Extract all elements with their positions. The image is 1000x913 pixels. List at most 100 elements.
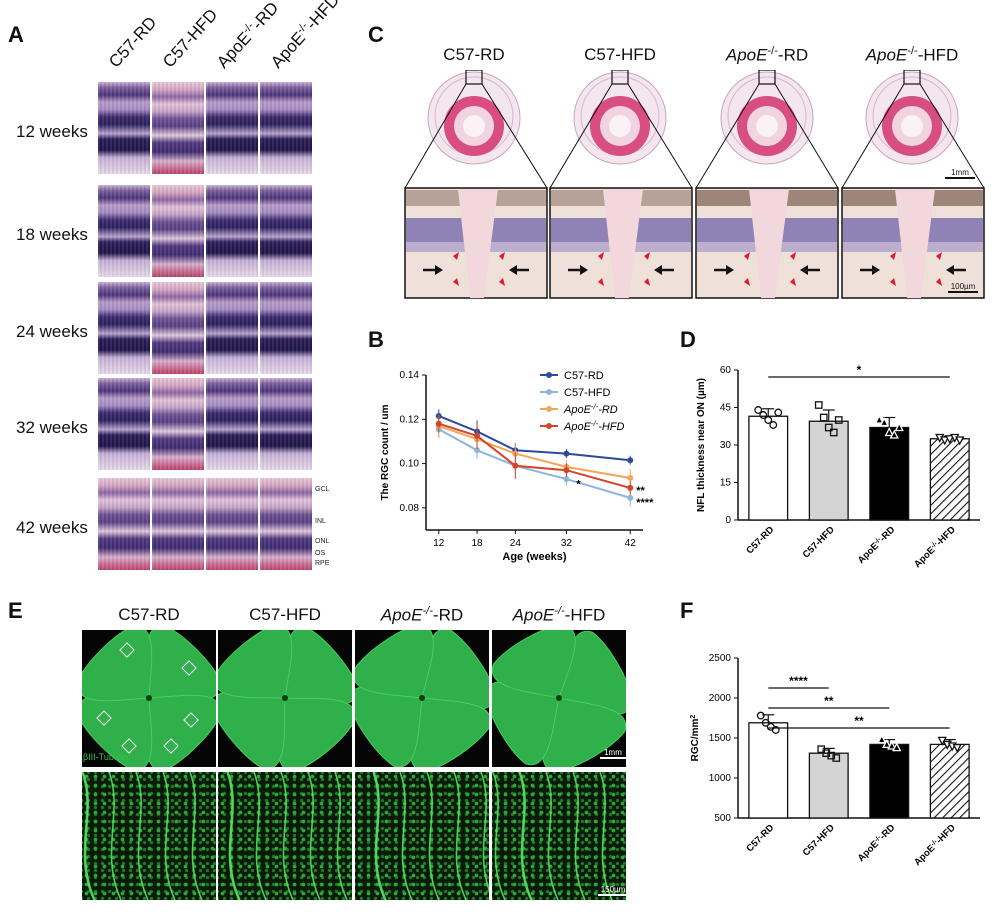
panel-a-col-header: C57-RD: [105, 12, 161, 72]
panel-e-scale-150um: 150µm: [598, 885, 628, 896]
data-point: [563, 476, 570, 483]
y-tick-label: 1000: [709, 773, 732, 784]
retina-section-image: [152, 282, 204, 374]
bar: [869, 426, 910, 521]
legend-label: ApoE-/--HFD: [563, 419, 625, 434]
panel-a-layer-label: GCL: [315, 486, 330, 493]
panel-a-row-label: 12 weeks: [16, 122, 88, 141]
retina-section-image: [206, 82, 258, 174]
retina-section-image: [260, 82, 312, 174]
x-tick-label: 12: [433, 538, 445, 549]
x-tick-label: C57-RD: [744, 524, 776, 556]
data-point: [769, 421, 778, 429]
retina-section-image: [152, 82, 204, 174]
x-tick-label: ApoE-/--HFD: [912, 524, 958, 570]
panel-e-col-header: C57-RD: [118, 605, 180, 624]
legend-marker: [546, 372, 552, 378]
data-point: [832, 754, 841, 762]
data-point: [627, 457, 634, 464]
y-axis-label: RGC/mm2: [690, 715, 702, 762]
rgc-magnified-image: [82, 772, 216, 900]
retina-section-image: [98, 378, 150, 470]
panel-f-bar-chart: 500 1000 1500 2000 2500 RGC/mm2 C57-RD C57-HFD A…: [690, 653, 980, 868]
retina-section-image: [206, 185, 258, 277]
panel-c-label: C: [368, 22, 384, 47]
data-point: [879, 417, 889, 427]
optic-nerve-zoom: [841, 187, 985, 299]
data-point: [563, 450, 570, 457]
retina-section-image: [152, 478, 204, 570]
retina-section-image: [98, 282, 150, 374]
retina-flatmount: [218, 630, 352, 767]
data-point: [889, 429, 899, 439]
panel-d-label: D: [680, 327, 696, 352]
panel-c-col-header: C57-HFD: [584, 45, 656, 64]
y-tick-label: 60: [720, 365, 732, 376]
data-point: [764, 416, 773, 424]
y-tick-label: 30: [720, 440, 732, 451]
bar: [748, 722, 789, 819]
x-axis-label: Age (weeks): [502, 551, 567, 563]
data-point: [512, 462, 519, 469]
y-tick-label: 0.08: [400, 503, 420, 514]
legend-marker: [546, 389, 552, 395]
panel-f-label: F: [680, 598, 694, 623]
panel-c-scale-100um: 100µm: [948, 282, 978, 293]
retina-section-image: [260, 185, 312, 277]
data-point: [771, 726, 780, 734]
legend-marker: [546, 406, 552, 412]
significance-label: **: [824, 694, 834, 708]
eye-section: [841, 70, 985, 299]
data-point: [955, 436, 965, 446]
data-point: [754, 406, 763, 414]
data-point: [774, 408, 783, 417]
legend-label: C57-RD: [564, 370, 604, 382]
significance-label: **: [854, 714, 864, 728]
x-tick-label: 32: [561, 538, 573, 549]
panel-b-label: B: [368, 327, 384, 352]
data-point: [887, 740, 897, 750]
data-point: [761, 718, 770, 727]
y-tick-label: 15: [720, 478, 732, 489]
panel-a-row-label: 32 weeks: [16, 418, 88, 437]
panel-e-label: E: [8, 598, 23, 623]
retina-section-image: [98, 478, 150, 570]
retina-flatmount: [492, 630, 626, 767]
retina-section-image: [206, 282, 258, 374]
data-point: [759, 411, 768, 419]
eye-section: [404, 70, 548, 299]
series-line: [438, 428, 631, 499]
retina-section-image: [98, 82, 150, 174]
data-point: [952, 743, 962, 754]
panel-a-label: A: [8, 22, 24, 47]
retina-section-image: [260, 378, 312, 470]
retina-section-image: [260, 282, 312, 374]
data-point: [474, 432, 481, 439]
data-point: [882, 738, 892, 749]
bar: [929, 743, 970, 819]
optic-nerve-zoom: [549, 187, 693, 299]
significance-label: ****: [789, 674, 808, 688]
retina-flatmount: [82, 630, 216, 767]
retina-flatmount: [355, 630, 489, 767]
panel-a-col-header: C57-HFD: [159, 5, 222, 72]
optic-nerve-zoom: [695, 187, 839, 299]
panel-e-stain-label: βIII-Tubulin: [83, 752, 128, 762]
y-tick-label: 45: [720, 403, 732, 414]
panel-a-layer-label: OS: [315, 550, 326, 557]
x-tick-label: 18: [471, 538, 483, 549]
x-tick-label: C57-HFD: [801, 524, 837, 560]
significance-marker: *: [576, 479, 581, 491]
series-line: [438, 422, 631, 489]
y-axis-label: NFL thickness near ON (µm): [696, 378, 707, 512]
rgc-magnified-image: [492, 772, 626, 900]
data-point: [945, 435, 955, 445]
significance-label: *: [857, 363, 862, 377]
legend-marker: [546, 423, 552, 429]
eye-section: [549, 70, 693, 299]
x-tick-label: C57-HFD: [801, 822, 837, 858]
data-point: [563, 467, 570, 474]
retina-section-image: [152, 185, 204, 277]
data-point: [834, 416, 843, 424]
x-tick-label: 24: [510, 538, 522, 549]
